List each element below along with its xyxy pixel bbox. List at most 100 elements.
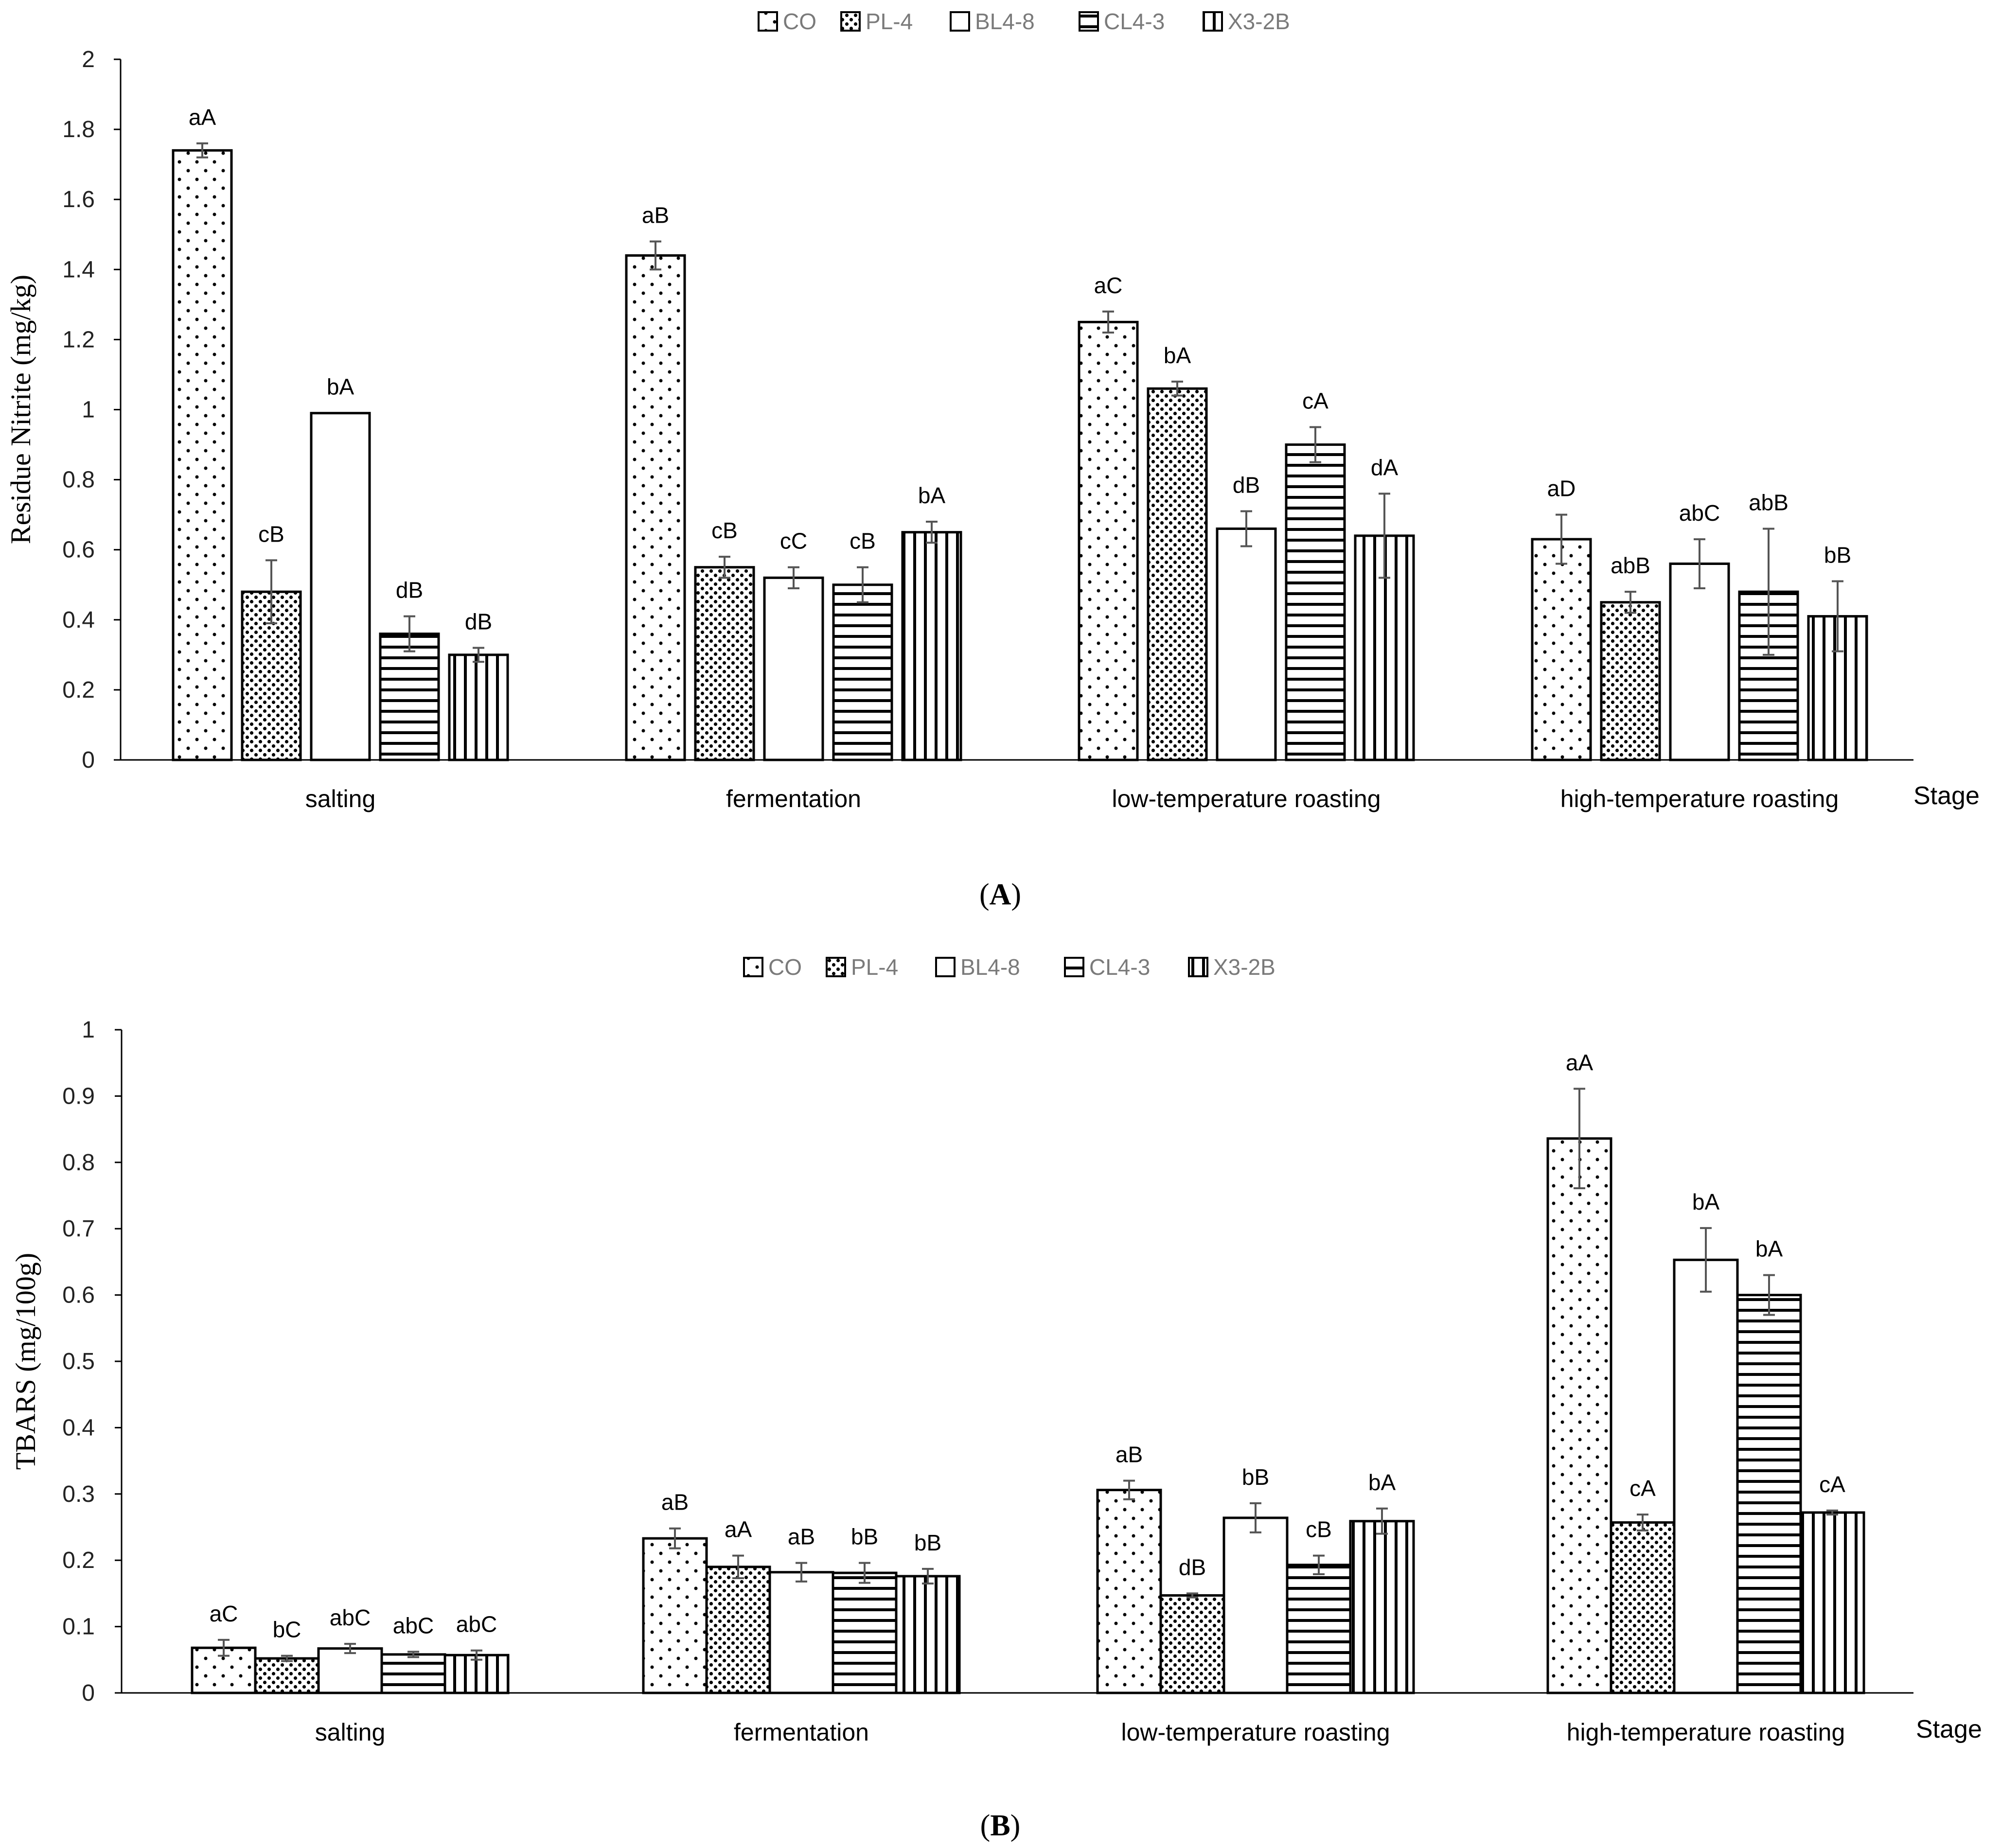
panel-a-bar-bl4-8 [310,412,371,761]
panel-a-significance-label: aD [1547,476,1576,501]
panel-b-bar-x3-2b [1799,1511,1865,1694]
panel-a-significance-label: cB [850,528,876,554]
panel-a-significance-label: cB [711,518,738,543]
panel-b-bar-cl4-3 [832,1571,898,1694]
panel-b-significance-label: abC [330,1605,371,1630]
panel-a-significance-label: abC [1679,500,1720,526]
panel-a-bar-co [625,254,686,761]
panel-b-chart: CO PL-4 BL4-8 CL4-3 X3-2B 0 0.1 0.2 0.3 0.4 0.5 0.6… [10,954,1982,1842]
panel-b-legend-swatch-cl4-3 [1064,957,1084,977]
panel-b-y-tick-label: 0.8 [62,1150,95,1176]
panel-a-y-tick-label: 1.6 [62,187,95,212]
panel-a-significance-label: cC [780,528,807,554]
panel-a-chart: CO PL-4 BL4-8 CL4-3 X3-2B 0 0.2 0.4 0.6 0.8 1 1.2 1.… [5,9,1980,911]
panel-a-significance-label: bA [918,483,946,508]
panel-a-legend-label-cl4-3: CL4-3 [1104,9,1165,34]
panel-b-legend-swatch-bl4-8 [935,957,956,977]
panel-b-y-tick-label: 0.5 [62,1349,95,1374]
panel-a-y-tick-label: 1.2 [62,327,95,352]
panel-a-significance-label: aC [1094,273,1123,298]
panel-b-significance-label: aC [210,1601,238,1626]
panel-a-bar-pl-4 [1147,387,1208,761]
panel-a-legend-swatch-cl4-3 [1079,11,1099,32]
panel-a-significance-label: dA [1371,455,1399,480]
panel-b-bar-x3-2b [895,1575,961,1694]
panel-a-bar-pl-4 [694,566,755,761]
panel-b-y-tick-label: 0.2 [62,1548,95,1573]
panel-b-significance-label: cB [1306,1517,1332,1542]
panel-a-significance-label: abB [1749,490,1789,515]
panel-b-bar-cl4-3 [1736,1294,1802,1694]
panel-b-y-tick-label: 0.1 [62,1614,95,1640]
panel-b-significance-label: bB [1242,1464,1269,1490]
panel-b-y-axis-title: TBARS (mg/100g) [10,1253,41,1470]
panel-a-y-tick-label: 0.8 [62,467,95,493]
panel-a-y-tick-label: 0.2 [62,677,95,703]
panel-b-bar-x3-2b [443,1654,510,1694]
panel-a-x-axis-title: Stage [1913,782,1980,810]
panel-a-bar-cl4-3 [379,633,440,761]
panel-b-significance-label: cA [1629,1476,1656,1501]
panel-a-significance-label: dB [465,609,492,634]
panel-b-legend-swatch-co [743,957,763,977]
panel-b-bar-cl4-3 [380,1653,446,1694]
panel-a-category-label: salting [305,785,376,812]
panel-a-y-tick-label: 1.8 [62,117,95,142]
panel-a-bar-pl-4 [1600,601,1661,761]
panel-b-y-tick-label: 1 [82,1017,95,1043]
panel-a-category-label: high-temperature roasting [1560,785,1839,812]
panel-a-significance-label: cA [1302,388,1328,414]
panel-a-significance-label: dB [1233,472,1260,497]
panel-b-bar-bl4-8 [1222,1516,1289,1694]
panel-b-significance-label: dB [1179,1554,1206,1580]
panel-b-y-tick-label: 0.3 [62,1481,95,1507]
panel-b-significance-label: bA [1368,1470,1396,1495]
panel-b-significance-label: bC [273,1617,301,1642]
panel-b-significance-label: bB [914,1530,941,1555]
panel-a-category-label: low-temperature roasting [1112,785,1381,812]
panel-a-legend-swatch-x3-2b [1203,11,1223,32]
panel-b-bar-bl4-8 [317,1647,383,1694]
panel-b-bar-cl4-3 [1286,1564,1352,1694]
panel-a-bar-co [1531,538,1592,761]
panel-a-legend-label-pl-4: PL-4 [866,9,913,34]
panel-b-bar-bl4-8 [768,1571,834,1694]
panel-b-legend-label-cl4-3: CL4-3 [1089,954,1150,980]
panel-b-significance-label: abC [393,1613,434,1638]
panel-a-significance-label: abB [1611,553,1650,578]
panel-a-legend-label-x3-2b: X3-2B [1228,9,1290,34]
panel-a-significance-label: bB [1824,543,1851,568]
panel-b-legend-label-co: CO [768,954,802,980]
panel-a-significance-label: dB [396,578,423,603]
panel-a-y-tick-label: 1 [82,397,95,423]
panel-a-caption: (A) [979,878,1021,911]
panel-b-y-tick-label: 0 [82,1680,95,1706]
panel-b-bar-pl-4 [1159,1594,1225,1694]
panel-a-significance-label: aA [189,105,216,130]
panel-a-y-tick-label: 0.6 [62,537,95,563]
panel-b-legend-swatch-pl-4 [826,957,846,977]
panel-b-bar-co [1096,1489,1162,1694]
panel-b-significance-label: aB [1116,1442,1143,1467]
panel-a-significance-label: cB [258,521,284,546]
panel-a-legend-label-co: CO [783,9,816,34]
panel-a-significance-label: aB [642,203,669,228]
panel-b-y-tick-label: 0.6 [62,1283,95,1308]
panel-b-y-tick-label: 0.4 [62,1415,95,1441]
panel-b-category-label: fermentation [734,1719,869,1746]
panel-b-significance-label: bB [851,1524,878,1549]
panel-a-legend-swatch-co [758,11,778,32]
panel-b-legend-swatch-x3-2b [1188,957,1208,977]
panel-b-significance-label: cA [1819,1472,1845,1497]
panel-a-bar-co [1078,320,1139,761]
panel-b-caption: (B) [980,1809,1021,1842]
panel-a-y-tick-label: 1.4 [62,257,95,282]
panel-a-bar-x3-2b [448,653,509,761]
panel-b-y-tick-label: 0.7 [62,1216,95,1242]
panel-b-legend-label-x3-2b: X3-2B [1213,954,1275,980]
panel-b-y-tick-label: 0.9 [62,1083,95,1109]
panel-b-significance-label: aB [661,1490,689,1515]
panel-b-bar-pl-4 [705,1566,771,1694]
panel-b-category-label: salting [315,1719,386,1746]
